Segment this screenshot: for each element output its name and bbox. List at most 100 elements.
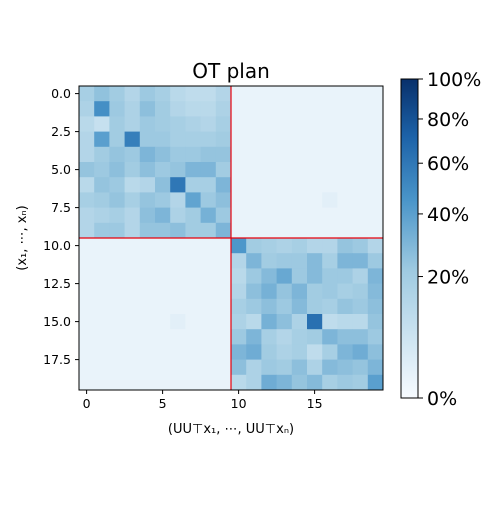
heatmap-cell (261, 283, 277, 300)
heatmap-cell (155, 86, 171, 102)
heatmap-cell (322, 131, 338, 148)
heatmap-cell (291, 101, 308, 117)
heatmap-cell (367, 192, 384, 208)
y-tick-label: 2.5 (51, 124, 71, 139)
heatmap-cell (246, 146, 262, 163)
heatmap-cell (337, 329, 353, 345)
x-tick-label: 15 (307, 396, 323, 411)
heatmap-cell (291, 238, 308, 254)
heatmap-cell (367, 177, 384, 193)
heatmap-cell (124, 253, 141, 269)
y-tick-label: 0.0 (51, 86, 71, 101)
heatmap-cell (109, 253, 125, 269)
heatmap-cell (215, 162, 232, 178)
heatmap-cell (94, 86, 110, 102)
heatmap-cell (231, 131, 247, 148)
heatmap-cell (322, 374, 338, 391)
heatmap-cell (322, 283, 338, 300)
heatmap-cell (246, 86, 262, 102)
heatmap-cell (352, 268, 369, 284)
heatmap-cell (79, 298, 95, 315)
heatmap-cell (200, 207, 217, 224)
heatmap-cell (155, 298, 171, 315)
heatmap-cell (79, 192, 95, 208)
heatmap-cell (307, 374, 323, 391)
heatmap-cell (139, 268, 156, 284)
heatmap-cell (170, 192, 186, 208)
heatmap-cell (185, 298, 201, 315)
heatmap-cell (352, 298, 369, 315)
heatmap-cell (200, 146, 217, 163)
heatmap-cell (155, 374, 171, 391)
heatmap-cell (322, 86, 338, 102)
heatmap-cell (322, 298, 338, 315)
heatmap-cell (124, 131, 141, 148)
heatmap-cell (155, 162, 171, 178)
heatmap-cell (170, 146, 186, 163)
heatmap-cell (215, 314, 232, 330)
heatmap-cell (170, 207, 186, 224)
heatmap-cell (276, 192, 293, 208)
heatmap-cell (109, 329, 125, 345)
heatmap-cell (291, 131, 308, 148)
heatmap-cell (246, 177, 262, 193)
heatmap-cell (261, 162, 277, 178)
heatmap-cell (261, 101, 277, 117)
heatmap-cell (231, 101, 247, 117)
heatmap-cell (352, 101, 369, 117)
heatmap-cell (170, 162, 186, 178)
heatmap-cell (79, 207, 95, 224)
heatmap-cell (246, 222, 262, 239)
heatmap-cell (322, 253, 338, 269)
heatmap-cell (155, 314, 171, 330)
heatmap-cell (276, 146, 293, 163)
heatmap-cell (155, 238, 171, 254)
heatmap-cell (124, 314, 141, 330)
heatmap-cell (352, 222, 369, 239)
y-axis-label: (x₁, ⋯, xₙ) (15, 205, 30, 270)
heatmap-cell (215, 238, 232, 254)
heatmap-cell (185, 283, 201, 300)
heatmap-cell (124, 86, 141, 102)
heatmap-cell (322, 222, 338, 239)
heatmap-cell (307, 238, 323, 254)
heatmap-cell (276, 344, 293, 360)
heatmap-cell (185, 238, 201, 254)
heatmap-cell (109, 207, 125, 224)
heatmap-cell (79, 329, 95, 345)
heatmap-cell (124, 268, 141, 284)
heatmap-cell (124, 298, 141, 315)
heatmap-cell (231, 344, 247, 360)
heatmap-cell (200, 344, 217, 360)
heatmap-cell (276, 329, 293, 345)
y-tick-label: 17.5 (43, 352, 71, 367)
heatmap-cell (94, 268, 110, 284)
heatmap-cell (200, 131, 217, 148)
heatmap-cell (109, 268, 125, 284)
heatmap-cell (367, 116, 384, 132)
heatmap-cell (307, 314, 323, 330)
heatmap-cell (170, 177, 186, 193)
heatmap-cell (170, 268, 186, 284)
heatmap-cell (109, 238, 125, 254)
heatmap-cell (261, 86, 277, 102)
heatmap-cell (246, 329, 262, 345)
heatmap-cell (322, 192, 338, 208)
colorbar-tick-label: 0% (427, 388, 457, 410)
heatmap-cell (367, 131, 384, 148)
heatmap-cell (276, 222, 293, 239)
x-tick-label: 5 (159, 396, 167, 411)
heatmap-cell (109, 222, 125, 239)
heatmap-cell (79, 222, 95, 239)
colorbar-tick-label: 100% (427, 69, 481, 91)
heatmap-cell (246, 344, 262, 360)
heatmap-cell (276, 207, 293, 224)
heatmap-cell (246, 207, 262, 224)
heatmap-cell (139, 192, 156, 208)
heatmap-cell (246, 162, 262, 178)
heatmap-cell (352, 283, 369, 300)
heatmap-cell (231, 283, 247, 300)
heatmap-cell (79, 253, 95, 269)
plot-frame (78, 85, 384, 391)
